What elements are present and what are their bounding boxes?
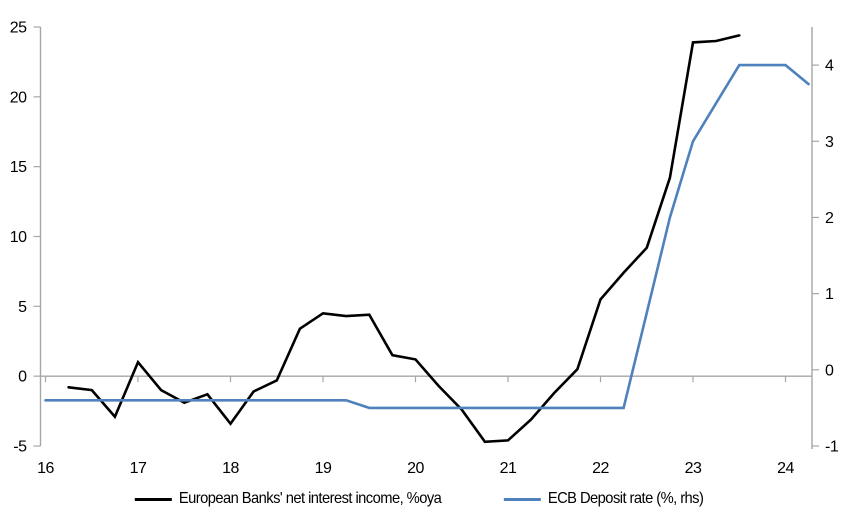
x-axis-tick-label: 18 bbox=[222, 460, 239, 477]
left-axis-tick-label: 15 bbox=[10, 159, 27, 176]
right-axis-tick-label: -1 bbox=[825, 439, 839, 456]
right-axis-tick-label: 1 bbox=[825, 286, 834, 303]
nii-series-line bbox=[67, 34, 741, 444]
x-axis-tick-label: 23 bbox=[685, 460, 702, 477]
left-axis-tick-label: 10 bbox=[10, 229, 27, 246]
x-axis-tick-label: 17 bbox=[130, 460, 147, 477]
left-axis-tick-label: 20 bbox=[10, 89, 27, 106]
zero-gridline-group bbox=[40, 375, 812, 383]
x-axis-tick-label: 24 bbox=[777, 460, 794, 477]
chart-legend: European Banks' net interest income, %oy… bbox=[134, 490, 717, 508]
x-axis-tick-label: 16 bbox=[37, 460, 54, 477]
ecb-deposit-rate-line bbox=[44, 63, 810, 410]
nii-line-swatch bbox=[134, 497, 172, 501]
left-axis-tick-label: 0 bbox=[18, 369, 27, 386]
legend-item-ecb-rate: ECB Deposit rate (%, rhs) bbox=[504, 490, 717, 508]
left-axis-tick-label: 25 bbox=[10, 20, 27, 37]
right-axis-tick-label: 4 bbox=[825, 58, 834, 75]
right-axis-tick-label: 2 bbox=[825, 210, 834, 227]
ecb-rate-legend-label: ECB Deposit rate (%, rhs) bbox=[548, 490, 704, 507]
ecb-rate-line-swatch bbox=[504, 497, 542, 501]
x-axis-tick-label: 21 bbox=[500, 460, 517, 477]
right-axis: 4 3 2 1 0 -1 bbox=[811, 27, 839, 456]
left-axis: 25 20 15 10 5 0 -5 bbox=[10, 20, 42, 456]
right-axis-tick-label: 3 bbox=[825, 134, 834, 151]
left-axis-tick-label: 5 bbox=[18, 299, 27, 316]
legend-item-nii: European Banks' net interest income, %oy… bbox=[134, 490, 464, 508]
nii-legend-label: European Banks' net interest income, %oy… bbox=[178, 490, 442, 507]
x-axis-labels: 16 17 18 19 20 21 22 23 24 bbox=[37, 460, 795, 477]
right-axis-tick-label: 0 bbox=[825, 362, 834, 379]
x-axis-tick-label: 22 bbox=[592, 460, 609, 477]
left-axis-tick-label: -5 bbox=[13, 439, 27, 456]
x-axis-tick-label: 20 bbox=[407, 460, 424, 477]
x-axis-tick-label: 19 bbox=[315, 460, 332, 477]
